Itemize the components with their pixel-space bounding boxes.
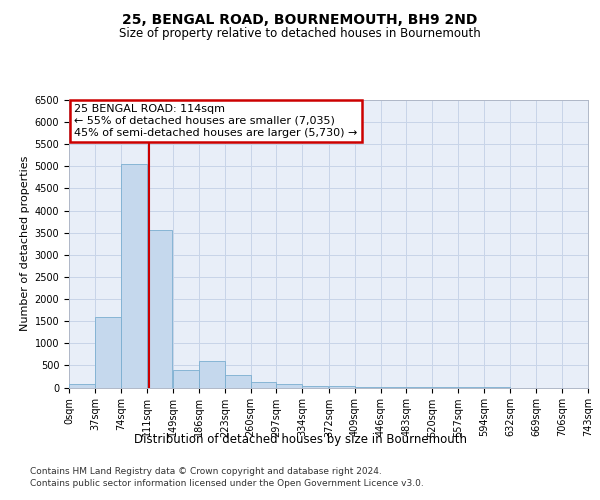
Bar (251, 382, 277, 388)
Bar (199, 361, 225, 388)
Bar (173, 370, 199, 388)
Bar (146, 230, 172, 388)
Bar (355, 387, 380, 388)
Bar (121, 164, 146, 388)
Y-axis label: Number of detached properties: Number of detached properties (20, 156, 31, 332)
Text: Contains HM Land Registry data © Crown copyright and database right 2024.: Contains HM Land Registry data © Crown c… (30, 468, 382, 476)
Text: Distribution of detached houses by size in Bournemouth: Distribution of detached houses by size … (133, 432, 467, 446)
Bar (277, 384, 302, 388)
Bar (95, 316, 121, 388)
Text: Size of property relative to detached houses in Bournemouth: Size of property relative to detached ho… (119, 28, 481, 40)
Bar (69, 384, 95, 388)
Text: Contains public sector information licensed under the Open Government Licence v3: Contains public sector information licen… (30, 479, 424, 488)
Bar (225, 376, 251, 388)
Bar (329, 386, 355, 388)
Bar (302, 386, 328, 388)
Text: 25, BENGAL ROAD, BOURNEMOUTH, BH9 2ND: 25, BENGAL ROAD, BOURNEMOUTH, BH9 2ND (122, 12, 478, 26)
Text: 25 BENGAL ROAD: 114sqm
← 55% of detached houses are smaller (7,035)
45% of semi-: 25 BENGAL ROAD: 114sqm ← 55% of detached… (74, 104, 358, 138)
